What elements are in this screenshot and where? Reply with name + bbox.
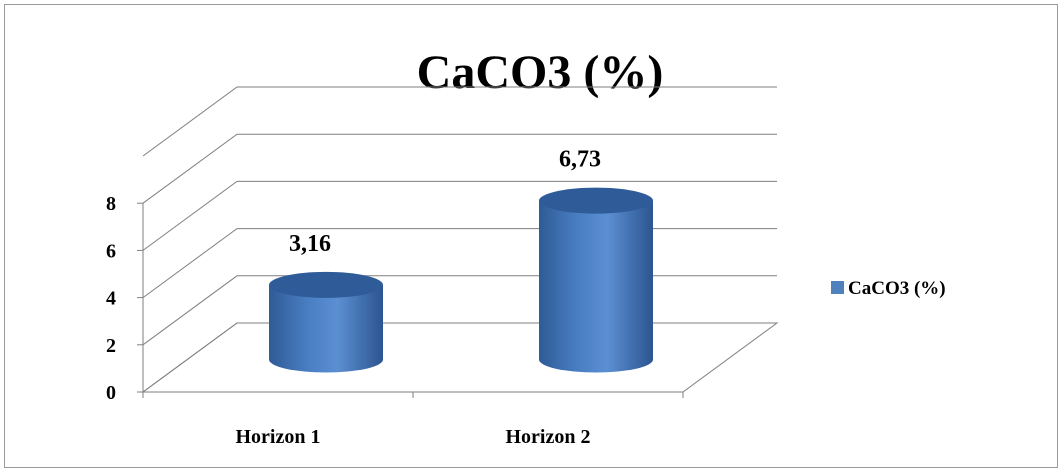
bar-top bbox=[269, 271, 383, 298]
y-tick-label: 8 bbox=[106, 193, 116, 215]
x-category-label: Horizon 2 bbox=[506, 426, 591, 448]
chart-axes bbox=[141, 203, 779, 398]
bar-body bbox=[539, 200, 653, 373]
legend-label: CaCO3 (%) bbox=[848, 278, 946, 299]
x-axis-categories: Horizon 1 Horizon 2 bbox=[236, 426, 591, 448]
y-tick-label: 4 bbox=[106, 288, 116, 310]
legend: CaCO3 (%) bbox=[831, 278, 946, 299]
bar bbox=[539, 187, 653, 373]
data-labels: 3,16 6,73 bbox=[289, 147, 601, 257]
bar bbox=[269, 271, 383, 373]
gridline bbox=[142, 322, 777, 393]
chart-title: CaCO3 (%) bbox=[417, 46, 664, 99]
data-label: 6,73 bbox=[559, 147, 601, 173]
gridline bbox=[142, 133, 777, 204]
chart-bars bbox=[269, 187, 653, 373]
data-label: 3,16 bbox=[289, 231, 331, 257]
bar-body bbox=[269, 284, 383, 373]
gridline bbox=[142, 228, 777, 299]
gridline bbox=[142, 86, 777, 157]
y-tick-label: 0 bbox=[106, 382, 116, 404]
chart-floor bbox=[141, 322, 779, 393]
y-tick-label: 2 bbox=[106, 335, 116, 357]
chart-gridlines bbox=[142, 86, 777, 393]
bar-top bbox=[539, 187, 653, 214]
gridline bbox=[142, 275, 777, 346]
chart-frame bbox=[4, 4, 1058, 468]
y-tick-label: 6 bbox=[106, 240, 116, 262]
gridline bbox=[142, 180, 777, 251]
y-axis-ticks: 0 2 4 6 8 bbox=[106, 193, 143, 404]
legend-swatch bbox=[831, 281, 844, 294]
x-category-label: Horizon 1 bbox=[236, 426, 321, 448]
